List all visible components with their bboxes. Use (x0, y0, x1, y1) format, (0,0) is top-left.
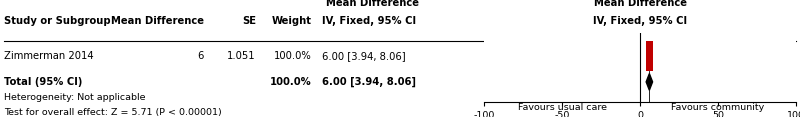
Text: SE: SE (242, 16, 256, 26)
Text: Mean Difference: Mean Difference (111, 16, 204, 26)
Text: 100.0%: 100.0% (270, 77, 312, 87)
Text: Test for overall effect: Z = 5.71 (P < 0.00001): Test for overall effect: Z = 5.71 (P < 0… (4, 108, 222, 117)
Text: 100.0%: 100.0% (274, 51, 312, 61)
Bar (646, 41, 653, 71)
Text: Total (95% CI): Total (95% CI) (4, 77, 82, 87)
Polygon shape (646, 74, 653, 90)
Text: Study or Subgroup: Study or Subgroup (4, 16, 110, 26)
Text: Weight: Weight (272, 16, 312, 26)
Text: IV, Fixed, 95% CI: IV, Fixed, 95% CI (593, 16, 687, 26)
Text: Mean Difference: Mean Difference (326, 0, 418, 8)
Text: 6.00 [3.94, 8.06]: 6.00 [3.94, 8.06] (322, 77, 416, 87)
Text: Mean Difference: Mean Difference (594, 0, 686, 8)
Text: Heterogeneity: Not applicable: Heterogeneity: Not applicable (4, 93, 146, 102)
Text: Zimmerman 2014: Zimmerman 2014 (4, 51, 94, 61)
Text: 6.00 [3.94, 8.06]: 6.00 [3.94, 8.06] (322, 51, 406, 61)
Text: 6: 6 (198, 51, 204, 61)
Text: Favours usual care: Favours usual care (518, 103, 606, 112)
Text: Favours community: Favours community (671, 103, 765, 112)
Text: IV, Fixed, 95% CI: IV, Fixed, 95% CI (322, 16, 416, 26)
Text: 1.051: 1.051 (227, 51, 256, 61)
